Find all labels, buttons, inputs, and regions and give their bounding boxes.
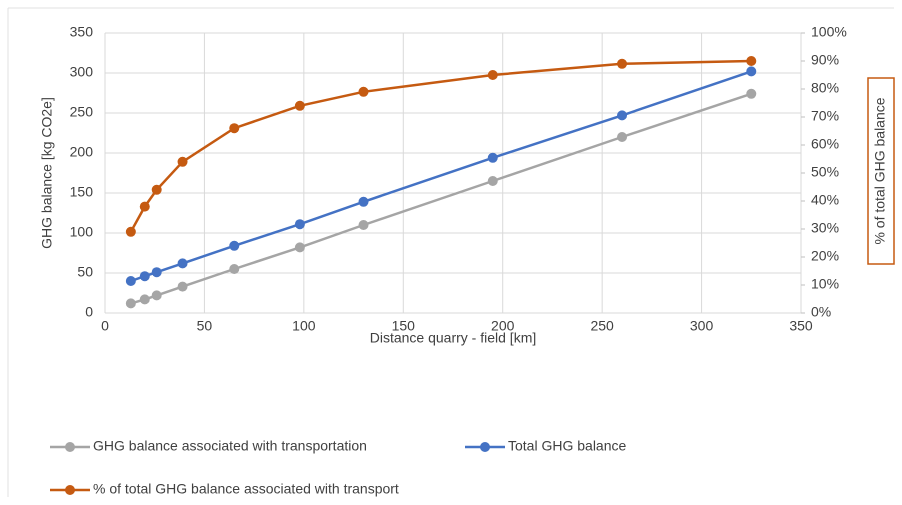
data-point — [177, 281, 188, 292]
x-tick-label: 100 — [292, 318, 316, 334]
data-point — [229, 264, 240, 274]
y2-tick-label: 80% — [811, 80, 839, 96]
data-point — [125, 276, 136, 286]
y-tick-label: 350 — [70, 24, 94, 40]
legend-marker — [65, 442, 75, 452]
data-point — [151, 267, 162, 278]
data-point — [487, 70, 498, 80]
data-point — [294, 219, 305, 230]
x-axis-title: Distance quarry - field [km] — [370, 330, 537, 346]
data-point — [358, 86, 369, 97]
data-point — [229, 123, 240, 134]
y2-tick-label: 30% — [811, 220, 839, 236]
series-line — [130, 92, 752, 305]
y2-tick-label: 50% — [811, 164, 839, 180]
data-point — [617, 110, 628, 121]
data-point — [177, 258, 188, 269]
y-tick-label: 50 — [77, 264, 93, 280]
data-point — [151, 184, 162, 195]
legend-label: GHG balance associated with transportati… — [93, 438, 367, 454]
data-point — [746, 88, 757, 99]
y2-tick-label: 60% — [811, 136, 839, 152]
y-tick-label: 300 — [70, 64, 94, 80]
data-point — [139, 271, 150, 282]
data-point — [617, 132, 628, 142]
x-tick-label: 250 — [590, 318, 614, 334]
data-point — [139, 294, 150, 305]
data-point — [229, 240, 240, 251]
y-axis-title: GHG balance [kg CO2e] — [39, 97, 55, 249]
x-tick-label: 150 — [392, 318, 416, 334]
data-point — [617, 58, 628, 69]
data-point — [487, 176, 498, 186]
y2-axis-title: % of total GHG balance — [872, 97, 888, 244]
data-point — [746, 66, 757, 77]
data-point — [358, 196, 369, 207]
y2-tick-label: 100% — [811, 24, 847, 40]
x-tick-label: 200 — [491, 318, 515, 334]
legend-marker — [65, 485, 75, 495]
x-tick-label: 350 — [789, 318, 813, 334]
x-tick-label: 0 — [101, 318, 109, 334]
data-point — [746, 56, 757, 66]
data-point — [139, 201, 150, 212]
x-tick-label: 50 — [197, 318, 213, 334]
y2-tick-label: 70% — [811, 108, 839, 124]
data-point — [177, 156, 188, 167]
legend-label: Total GHG balance — [508, 438, 626, 454]
data-point — [294, 100, 305, 111]
y2-tick-label: 40% — [811, 192, 839, 208]
y2-tick-label: 20% — [811, 248, 839, 264]
y-tick-label: 250 — [70, 104, 94, 120]
series-line — [130, 70, 752, 283]
legend-marker — [480, 442, 490, 452]
legend-label: % of total GHG balance associated with t… — [93, 481, 399, 497]
y2-tick-label: 90% — [811, 52, 839, 68]
y-tick-label: 100 — [70, 224, 94, 240]
y-tick-label: 0 — [85, 304, 93, 320]
y-tick-label: 200 — [70, 144, 94, 160]
y-tick-label: 150 — [70, 184, 94, 200]
x-tick-label: 300 — [690, 318, 714, 334]
y2-tick-label: 10% — [811, 276, 839, 292]
data-point — [358, 220, 369, 230]
data-point — [125, 298, 136, 309]
data-point — [151, 290, 162, 301]
data-point — [294, 242, 305, 253]
data-point — [487, 152, 498, 163]
y2-title-box — [867, 77, 895, 265]
y2-tick-label: 0% — [811, 304, 831, 320]
data-point — [125, 226, 136, 237]
series-line — [129, 59, 752, 233]
